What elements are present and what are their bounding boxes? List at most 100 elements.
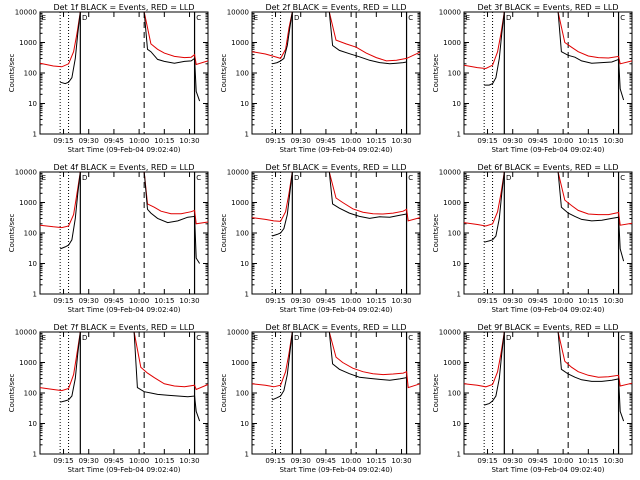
y-tick-label: 10000 xyxy=(439,329,461,337)
x-tick-label: 09:15 xyxy=(265,297,285,305)
y-axis-label: Counts/sec xyxy=(8,214,16,253)
y-tick-label: 10 xyxy=(28,100,37,108)
x-axis-label: Start Time (09-Feb-04 09:02:40) xyxy=(491,306,604,314)
zone-label: E xyxy=(254,174,258,182)
detector-panel: Det 4f BLACK = Events, RED = LLD 1 10 100 10… xyxy=(8,163,209,314)
chart-title: Det 4f BLACK = Events, RED = LLD xyxy=(53,163,194,172)
plot-frame xyxy=(39,171,209,295)
zone-label: E xyxy=(466,334,470,342)
x-tick-label: 10:15 xyxy=(154,297,174,305)
x-tick-label: 09:15 xyxy=(53,137,73,145)
lld-series-line xyxy=(39,11,209,68)
x-tick-label: 09:45 xyxy=(104,297,124,305)
x-tick-label: 10:15 xyxy=(578,457,598,465)
x-tick-label: 10:00 xyxy=(129,457,149,465)
chart-title: Det 8f BLACK = Events, RED = LLD xyxy=(265,323,406,332)
chart-title: Det 2f BLACK = Events, RED = LLD xyxy=(265,3,406,12)
detector-panel: Det 1f BLACK = Events, RED = LLD 1 10 100 10… xyxy=(8,3,209,154)
y-tick-label: 100 xyxy=(448,390,461,398)
y-tick-label: 10 xyxy=(240,260,249,268)
x-tick-label: 09:30 xyxy=(503,457,523,465)
x-tick-label: 09:30 xyxy=(291,137,311,145)
lld-series-line xyxy=(251,171,421,222)
events-series-line xyxy=(60,171,201,264)
y-tick-label: 10000 xyxy=(227,169,249,177)
y-tick-label: 1000 xyxy=(231,199,249,207)
y-axis-label: Counts/sec xyxy=(220,54,228,93)
x-tick-label: 09:45 xyxy=(104,457,124,465)
chart-title: Det 7f BLACK = Events, RED = LLD xyxy=(53,323,194,332)
chart-title: Det 5f BLACK = Events, RED = LLD xyxy=(265,163,406,172)
y-tick-label: 100 xyxy=(236,390,249,398)
plot-frame xyxy=(463,331,633,455)
y-tick-label: 10 xyxy=(28,420,37,428)
x-tick-label: 09:15 xyxy=(477,297,497,305)
detector-panel: Det 6f BLACK = Events, RED = LLD 1 10 100 10… xyxy=(432,163,633,314)
x-tick-label: 10:00 xyxy=(129,297,149,305)
y-tick-label: 10 xyxy=(240,420,249,428)
x-axis-label: Start Time (09-Feb-04 09:02:40) xyxy=(279,466,392,474)
x-tick-label: 10:30 xyxy=(391,137,411,145)
zone-label: D xyxy=(294,334,299,342)
x-tick-label: 09:45 xyxy=(528,457,548,465)
plot-frame xyxy=(463,11,633,135)
x-tick-label: 09:15 xyxy=(265,137,285,145)
x-tick-label: 09:45 xyxy=(316,297,336,305)
lld-series-line xyxy=(463,11,633,70)
x-tick-label: 09:45 xyxy=(528,137,548,145)
detector-panel: Det 7f BLACK = Events, RED = LLD 1 10 100 10… xyxy=(8,323,209,474)
x-tick-label: 10:00 xyxy=(553,297,573,305)
zone-label: E xyxy=(42,174,46,182)
x-tick-label: 09:15 xyxy=(477,457,497,465)
events-series-line xyxy=(60,11,201,102)
y-tick-label: 100 xyxy=(236,230,249,238)
x-tick-label: 09:30 xyxy=(79,457,99,465)
x-tick-label: 10:15 xyxy=(578,297,598,305)
y-axis-label: Counts/sec xyxy=(220,214,228,253)
y-tick-label: 10000 xyxy=(15,169,37,177)
x-tick-label: 10:30 xyxy=(179,137,199,145)
y-tick-label: 10 xyxy=(28,260,37,268)
y-tick-label: 10000 xyxy=(439,169,461,177)
zone-label: E xyxy=(254,14,258,22)
plot-frame xyxy=(251,171,421,295)
zone-label: D xyxy=(82,174,87,182)
x-axis-label: Start Time (09-Feb-04 09:02:40) xyxy=(67,146,180,154)
x-tick-label: 09:45 xyxy=(528,297,548,305)
y-axis-label: Counts/sec xyxy=(8,374,16,413)
y-axis-label: Counts/sec xyxy=(432,54,440,93)
events-series-line xyxy=(484,11,625,101)
events-series-line xyxy=(60,331,201,422)
x-tick-label: 09:45 xyxy=(104,137,124,145)
x-tick-label: 09:30 xyxy=(291,297,311,305)
zone-label: C xyxy=(620,14,625,22)
plot-frame xyxy=(39,331,209,455)
y-tick-label: 1 xyxy=(33,131,37,139)
y-axis-label: Counts/sec xyxy=(432,374,440,413)
y-tick-label: 1000 xyxy=(443,39,461,47)
zone-label: C xyxy=(620,334,625,342)
y-tick-label: 10 xyxy=(452,260,461,268)
x-tick-label: 10:00 xyxy=(341,137,361,145)
detector-panel: Det 9f BLACK = Events, RED = LLD 1 10 100 10… xyxy=(432,323,633,474)
x-axis-label: Start Time (09-Feb-04 09:02:40) xyxy=(279,146,392,154)
y-axis-label: Counts/sec xyxy=(432,214,440,253)
x-tick-label: 10:30 xyxy=(603,137,623,145)
y-tick-label: 1000 xyxy=(19,39,37,47)
plot-frame xyxy=(463,171,633,295)
x-tick-label: 10:30 xyxy=(391,297,411,305)
y-tick-label: 10000 xyxy=(15,9,37,17)
y-tick-label: 1000 xyxy=(443,199,461,207)
zone-label: E xyxy=(42,14,46,22)
chart-title: Det 6f BLACK = Events, RED = LLD xyxy=(477,163,618,172)
zone-label: D xyxy=(294,174,299,182)
detector-panel: Det 8f BLACK = Events, RED = LLD 1 10 100 10… xyxy=(220,323,421,474)
y-tick-label: 1 xyxy=(457,131,461,139)
x-tick-label: 10:00 xyxy=(341,457,361,465)
zone-label: E xyxy=(466,174,470,182)
x-tick-label: 10:30 xyxy=(179,457,199,465)
y-tick-label: 1 xyxy=(457,451,461,459)
zone-label: C xyxy=(620,174,625,182)
x-tick-label: 10:00 xyxy=(553,137,573,145)
